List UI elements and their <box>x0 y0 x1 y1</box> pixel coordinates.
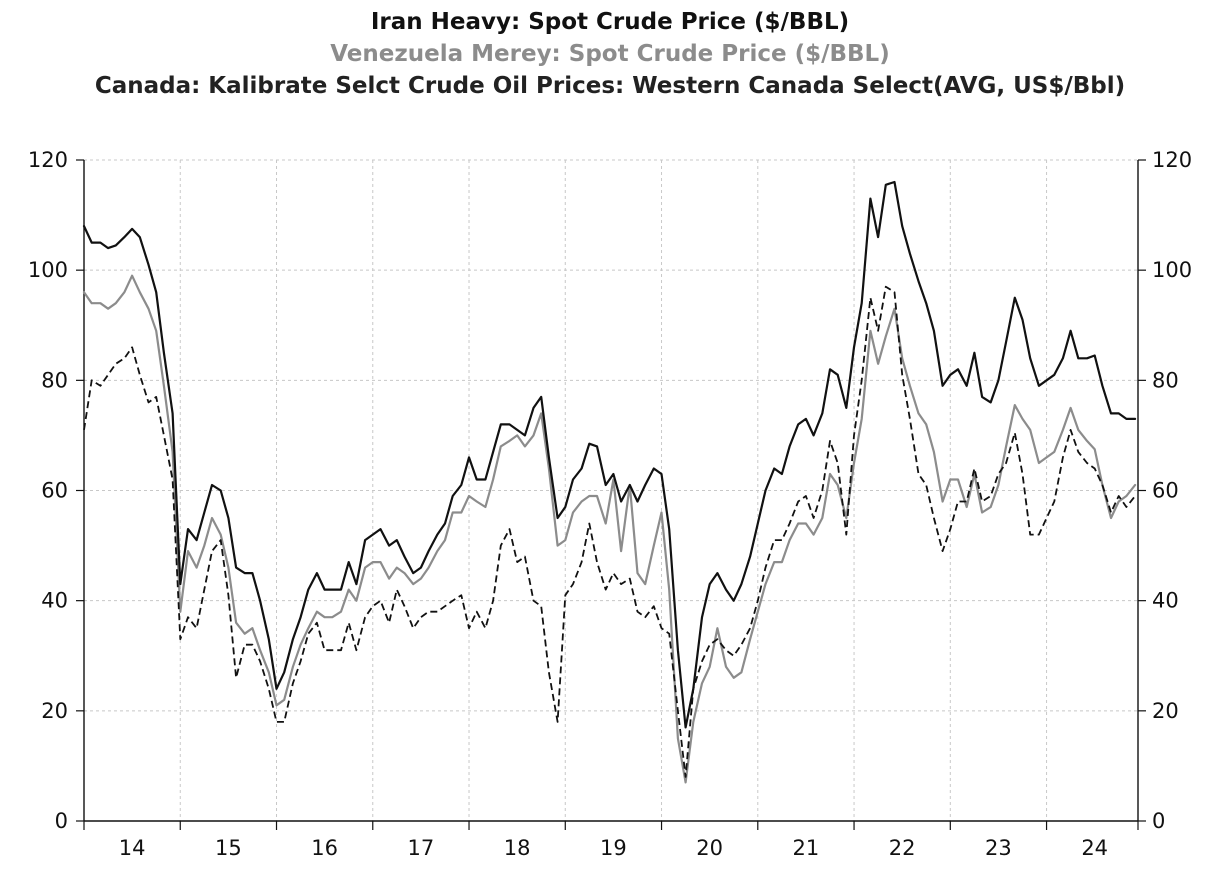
series-line-western-canada-select <box>83 285 1136 778</box>
left-axis-label-0: 0 <box>55 809 68 833</box>
left-axis-label-120: 120 <box>28 148 68 172</box>
right-axis-label-40: 40 <box>1152 589 1179 613</box>
x-axis-label-18: 18 <box>504 836 531 860</box>
right-axis-label-80: 80 <box>1152 368 1179 392</box>
left-axis-label-80: 80 <box>41 368 68 392</box>
right-axis-label-100: 100 <box>1152 258 1192 282</box>
chart-title-iran-heavy: Iran Heavy: Spot Crude Price ($/BBL) <box>370 9 850 35</box>
x-axis-label-24: 24 <box>1081 836 1108 860</box>
chart-title-western-canada-select: Canada: Kalibrate Selct Crude Oil Prices… <box>94 73 1126 99</box>
x-axis-label-15: 15 <box>215 836 242 860</box>
x-axis-label-17: 17 <box>408 836 435 860</box>
x-axis-label-22: 22 <box>889 836 916 860</box>
x-axis-label-21: 21 <box>793 836 820 860</box>
right-axis-label-120: 120 <box>1152 148 1192 172</box>
x-axis-label-23: 23 <box>985 836 1012 860</box>
left-axis-label-40: 40 <box>41 589 68 613</box>
left-axis-label-100: 100 <box>28 258 68 282</box>
right-axis-label-60: 60 <box>1152 479 1179 503</box>
right-axis-label-20: 20 <box>1152 699 1179 723</box>
chart-titles: Iran Heavy: Spot Crude Price ($/BBL) Ven… <box>0 6 1220 102</box>
left-axis-label-60: 60 <box>41 479 68 503</box>
series-line-venezuela-merey <box>82 274 1137 784</box>
right-axis-label-0: 0 <box>1152 809 1165 833</box>
chart-title-venezuela-merey: Venezuela Merey: Spot Crude Price ($/BBL… <box>330 41 890 67</box>
x-axis-label-19: 19 <box>600 836 627 860</box>
x-axis-label-14: 14 <box>119 836 146 860</box>
x-axis-label-16: 16 <box>311 836 338 860</box>
left-axis-label-20: 20 <box>41 699 68 723</box>
x-axis-label-20: 20 <box>696 836 723 860</box>
series-line-iran-heavy <box>82 180 1137 729</box>
